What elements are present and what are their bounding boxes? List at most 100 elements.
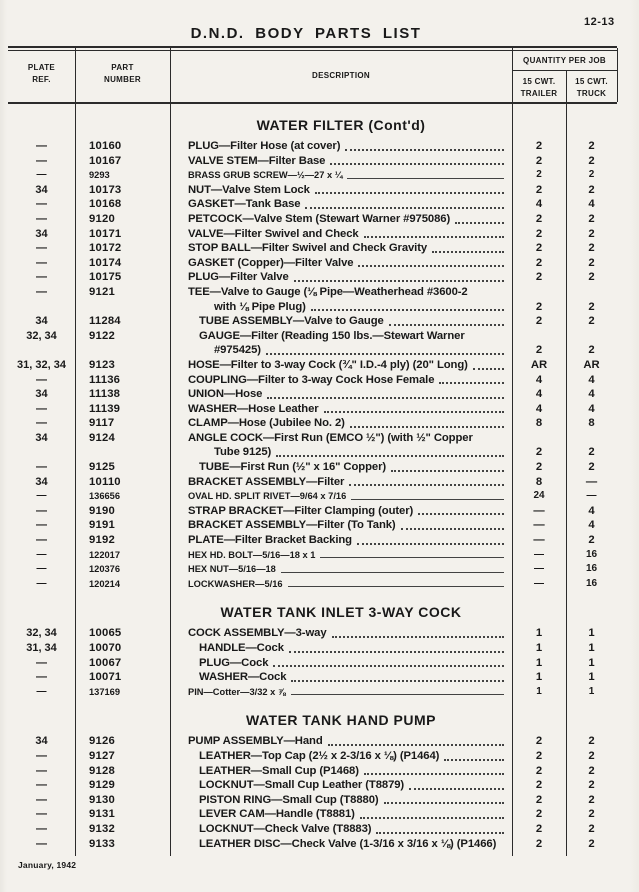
table-row: — 9293 BRASS GRUB SCREW—½—27 x ¼ 2 2 [8, 168, 617, 183]
dotted-leader [331, 636, 504, 638]
cell-qty-truck: 2 [588, 315, 595, 328]
description-line: HANDLE—Cock [199, 641, 505, 656]
cell-plate-ref: — [36, 373, 47, 386]
cell-description: HANDLE—Cock [170, 641, 512, 656]
description-line: STOP BALL—Filter Swivel and Check Gravit… [188, 241, 505, 256]
description-line: GAUGE—Filter (Reading 150 lbs.—Stewart W… [199, 329, 505, 344]
cell-part-number: 9293 [89, 170, 110, 181]
description-text: PISTON RING—Small Cup (T8880) [199, 793, 379, 806]
table-row: — 9132 LOCKNUT—Check Valve (T8883) 2 2 [8, 822, 617, 837]
cell-qty-trailer: 2 [535, 315, 543, 328]
table-row: — 9192 PLATE—Filter Bracket Backing — 2 [8, 533, 617, 548]
description-text: PLUG—Cock [199, 656, 269, 669]
cell-qty-truck: — [585, 475, 598, 488]
description-text: PLUG—Filter Valve [188, 271, 289, 284]
description-text: VALVE STEM—Filter Base [188, 154, 326, 167]
cell-description: LOCKNUT—Check Valve (T8883) [170, 822, 512, 837]
cell-qty-truck: 2 [588, 446, 595, 459]
dotted-leader [363, 236, 504, 239]
description-text: LEATHER—Small Cup (P1468) [199, 764, 359, 777]
cell-part-number: 9123 [89, 358, 115, 371]
cell-part-number: 9191 [89, 519, 115, 532]
qty-group-underline [512, 70, 617, 71]
cell-qty-truck: 4 [588, 402, 595, 415]
cell-part-number: 9190 [89, 504, 115, 517]
dotted-leader [288, 650, 504, 653]
description-text: LEVER CAM—Handle (T8881) [199, 808, 355, 821]
table-row: — 10168 GASKET—Tank Base 4 4 [8, 197, 617, 212]
description-text: Tube 9125) [214, 446, 272, 459]
cell-part-number: 11284 [89, 315, 121, 328]
cell-plate-ref: — [36, 837, 47, 850]
table-row: 34 11284 TUBE ASSEMBLY—Valve to Gauge 2 2 [8, 314, 617, 329]
cell-qty-truck: 1 [588, 627, 595, 640]
cell-description: LOCKWASHER—5/16 [170, 577, 512, 592]
dotted-leader [472, 367, 504, 370]
description-line: GASKET (Copper)—Filter Valve [188, 256, 505, 271]
cell-description: PISTON RING—Small Cup (T8880) [170, 793, 512, 808]
description-line: OVAL HD. SPLIT RIVET—9/64 x 7/16 [188, 489, 505, 504]
cell-qty-trailer: 4 [535, 373, 543, 386]
table-row: — 11136 COUPLING—Filter to 3-way Cock Hose… [8, 373, 617, 388]
cell-part-number: 11136 [89, 373, 121, 386]
description-line: COUPLING—Filter to 3-way Cock Hose Femal… [188, 373, 505, 388]
description-line: PUMP ASSEMBLY—Hand [188, 734, 505, 749]
table-row: 31, 32, 34 9123 HOSE—Filter to 3-way Cock … [8, 358, 617, 373]
cell-plate-ref: — [36, 461, 47, 474]
cell-plate-ref: — [36, 793, 47, 806]
cell-qty-trailer: 8 [535, 417, 543, 430]
cell-qty-truck: — [586, 490, 597, 502]
cell-plate-ref: — [36, 563, 47, 575]
dotted-leader [349, 425, 504, 428]
cell-qty-trailer: 8 [535, 475, 543, 488]
description-text: PIN—Cotter—3/32 x ⅞ [188, 686, 286, 697]
cell-part-number: 10071 [89, 671, 122, 684]
cell-qty-trailer: 1 [535, 642, 543, 654]
dotted-leader [432, 250, 504, 253]
table-row: — 9127 LEATHER—Top Cap (2½ x 2-3/16 x ⅛) (… [8, 749, 617, 764]
cell-description: TEE—Valve to Gauge (⅛ Pipe—Weatherhead #… [170, 285, 512, 314]
cell-description: CLAMP—Hose (Jubilee No. 2) [170, 416, 512, 431]
column-divider [512, 104, 513, 856]
dotted-leader [400, 528, 504, 531]
cell-qty-truck: 2 [588, 735, 595, 748]
dotted-leader [330, 163, 504, 166]
cell-qty-trailer: 2 [536, 169, 542, 181]
table-row: 32, 34 10065 COCK ASSEMBLY—3-way 1 1 [8, 626, 617, 641]
cell-description: PETCOCK—Valve Stem (Stewart Warner #9750… [170, 212, 512, 227]
cell-plate-ref: 34 [35, 475, 48, 488]
table-row: 31, 34 10070 HANDLE—Cock 1 1 [8, 641, 617, 656]
cell-part-number: 120376 [89, 564, 121, 575]
table-row: — 9133 LEATHER DISC—Check Valve (1-3/16 x … [8, 837, 617, 852]
cell-description: HOSE—Filter to 3-way Cock (¾" I.D.-4 ply… [170, 358, 512, 373]
table-row: 34 10173 NUT—Valve Stem Lock 2 2 [8, 183, 617, 198]
description-line: BRACKET ASSEMBLY—Filter [188, 475, 505, 490]
description-text: #975425) [214, 344, 261, 357]
description-line: HEX HD. BOLT—5/16—18 x 1 [188, 548, 505, 563]
dotted-leader [273, 665, 504, 668]
description-text: HOSE—Filter to 3-way Cock (¾" I.D.-4 ply… [188, 358, 468, 371]
cell-description: TUBE—First Run (½" x 16" Copper) [170, 460, 512, 475]
cell-qty-truck: 2 [588, 256, 595, 269]
table-row: — 122017 HEX HD. BOLT—5/16—18 x 1 — 16 [8, 548, 617, 563]
column-divider [512, 48, 513, 102]
cell-part-number: 9120 [89, 212, 115, 225]
description-text: HANDLE—Cock [199, 642, 284, 654]
cell-description: PIN—Cotter—3/32 x ⅞ [170, 685, 512, 700]
cell-part-number: 10173 [89, 183, 122, 196]
table-row: — 120214 LOCKWASHER—5/16 — 16 [8, 577, 617, 592]
cell-plate-ref: — [36, 779, 47, 792]
description-line: LOCKWASHER—5/16 [188, 577, 505, 592]
cell-description: GAUGE—Filter (Reading 150 lbs.—Stewart W… [170, 329, 512, 358]
column-header-part-number: PART NUMBER [104, 63, 141, 85]
section-title: WATER TANK INLET 3-WAY COCK [220, 604, 462, 621]
description-line: LEVER CAM—Handle (T8881) [199, 807, 505, 822]
cell-part-number: 9117 [89, 417, 115, 430]
cell-plate-ref: 34 [35, 183, 48, 196]
cell-part-number: 10175 [89, 271, 122, 284]
cell-description: PLUG—Cock [170, 656, 512, 671]
description-line: VALVE STEM—Filter Base [188, 154, 505, 169]
cell-part-number: 9121 [89, 285, 115, 298]
cell-qty-trailer: 2 [535, 300, 543, 313]
description-text: COCK ASSEMBLY—3-way [188, 627, 327, 640]
